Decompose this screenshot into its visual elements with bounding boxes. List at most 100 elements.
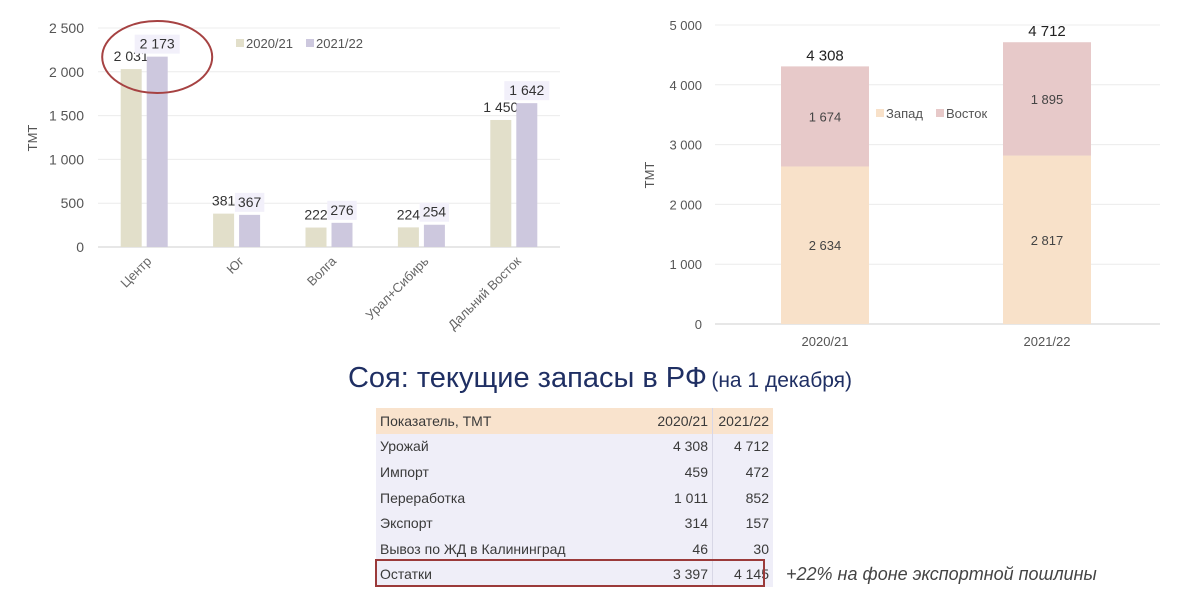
title-main: Соя: текущие запасы в РФ (347, 362, 707, 394)
y-tick-label: 2 000 (49, 64, 84, 80)
export-duty-note: +22% на фоне экспортной пошлины (786, 564, 1097, 584)
table-header-row: Показатель, ТМТ 2020/21 2021/22 (376, 408, 773, 434)
remains-highlight-box (375, 559, 765, 587)
row-value-y2: 852 (712, 484, 773, 511)
data-label-bg (134, 34, 180, 54)
data-label: 1 450 (483, 99, 518, 115)
bar-2021/22 (331, 222, 353, 247)
bar-2021/22 (239, 214, 261, 247)
data-label: 1 895 (1031, 92, 1064, 107)
bar-2020/21 (490, 119, 512, 247)
legend-swatch (236, 39, 244, 47)
y-tick-label: 5 000 (669, 18, 702, 33)
row-label: Вывоз по ЖД в Калининград (376, 535, 652, 562)
data-label: 367 (238, 194, 262, 210)
row-value-y2: 4 145 (712, 561, 773, 588)
bar-Восток (781, 66, 869, 167)
x-tick-label: Дальний Восток (445, 253, 524, 332)
y-axis-label: ТМТ (25, 125, 40, 152)
y-tick-label: 500 (61, 195, 85, 211)
y-tick-label: 2 500 (49, 20, 84, 36)
total-label: 4 712 (1028, 23, 1066, 40)
legend-label: Восток (946, 106, 987, 121)
legend-swatch (936, 109, 944, 117)
table-header-y1: 2020/21 (652, 408, 713, 434)
bar-2021/22 (516, 103, 538, 247)
row-label: Урожай (376, 433, 652, 460)
data-label: 381 (212, 193, 236, 209)
data-label: 222 (304, 207, 328, 223)
row-label: Переработка (376, 484, 652, 511)
data-label-bg (327, 200, 357, 220)
legend-label: Запад (886, 106, 923, 121)
row-value-y2: 157 (712, 510, 773, 536)
data-label-bg (504, 81, 550, 101)
data-label-bg (419, 202, 450, 222)
row-label: Импорт (376, 459, 652, 485)
row-label: Остатки (376, 561, 652, 588)
legend-label: 2020/21 (246, 36, 293, 51)
row-value-y2: 30 (712, 535, 773, 562)
data-label: 254 (423, 204, 447, 220)
x-tick-label: 2021/22 (1024, 334, 1071, 349)
table-header-indicator: Показатель, ТМТ (376, 408, 652, 434)
title-sub: (на 1 декабря) (711, 369, 853, 392)
bar-2021/22 (146, 56, 168, 247)
y-tick-label: 3 000 (669, 138, 702, 153)
bar-Запад (781, 166, 869, 324)
row-label: Экспорт (376, 510, 652, 536)
legend-swatch (306, 39, 314, 47)
stocks-table: Показатель, ТМТ 2020/21 2021/22 Урожай 4… (376, 408, 773, 588)
row-value-y2: 4 712 (712, 433, 773, 460)
row-value-y2: 472 (712, 459, 773, 485)
data-label: 276 (330, 202, 354, 218)
x-tick-label: Центр (117, 254, 154, 291)
x-tick-label: Юг (223, 253, 246, 276)
y-tick-label: 1 500 (49, 108, 84, 124)
west-east-stocks-chart: 0 1 000 2 000 3 000 4 000 5 000 ТМТ 2 634 1 674 4… (642, 18, 1160, 349)
data-label: 2 634 (809, 238, 842, 253)
y-tick-label: 0 (695, 317, 702, 332)
legend-label: 2021/22 (316, 36, 363, 51)
row-value-y1: 314 (652, 510, 713, 536)
data-label-bg (234, 192, 265, 212)
bar-Запад (1003, 155, 1091, 324)
bar-2021/22 (423, 224, 445, 247)
table-row: Урожай 4 308 4 712 (376, 433, 773, 460)
y-tick-label: 1 000 (49, 151, 84, 167)
table-row: Экспорт 314 157 (376, 510, 773, 536)
x-tick-label: Волга (304, 253, 340, 289)
bar-2020/21 (213, 213, 235, 247)
bar-2020/21 (305, 227, 327, 247)
highlight-ellipse (101, 20, 214, 94)
x-tick-label: Урал+Сибирь (362, 253, 431, 322)
y-tick-label: 1 000 (669, 257, 702, 272)
row-value-y1: 3 397 (652, 561, 713, 588)
bar-2020/21 (120, 69, 142, 247)
row-value-y1: 46 (652, 535, 713, 562)
y-axis-label: ТМТ (642, 162, 657, 189)
row-value-y1: 459 (652, 459, 713, 485)
table-header-y2: 2021/22 (712, 408, 773, 434)
y-tick-label: 2 000 (669, 197, 702, 212)
data-label: 2 817 (1031, 233, 1064, 248)
legend-swatch (876, 109, 884, 117)
table-row: Переработка 1 011 852 (376, 484, 773, 511)
bar-Восток (1003, 42, 1091, 156)
data-label: 1 642 (509, 82, 544, 98)
table-row: Вывоз по ЖД в Калининград 46 30 (376, 535, 773, 562)
slide-title: Соя: текущие запасы в РФ (на 1 декабря) (0, 362, 1200, 395)
data-label: 224 (397, 206, 421, 222)
data-label: 2 173 (140, 36, 175, 52)
x-tick-label: 2020/21 (802, 334, 849, 349)
bar-2020/21 (397, 227, 419, 247)
table-row-total: Остатки 3 397 4 145 (376, 561, 773, 588)
row-value-y1: 1 011 (652, 484, 713, 511)
y-tick-label: 0 (76, 239, 84, 255)
total-label: 4 308 (806, 47, 844, 64)
row-value-y1: 4 308 (652, 433, 713, 460)
y-tick-label: 4 000 (669, 78, 702, 93)
data-label: 1 674 (809, 109, 842, 124)
table-row: Импорт 459 472 (376, 459, 773, 485)
